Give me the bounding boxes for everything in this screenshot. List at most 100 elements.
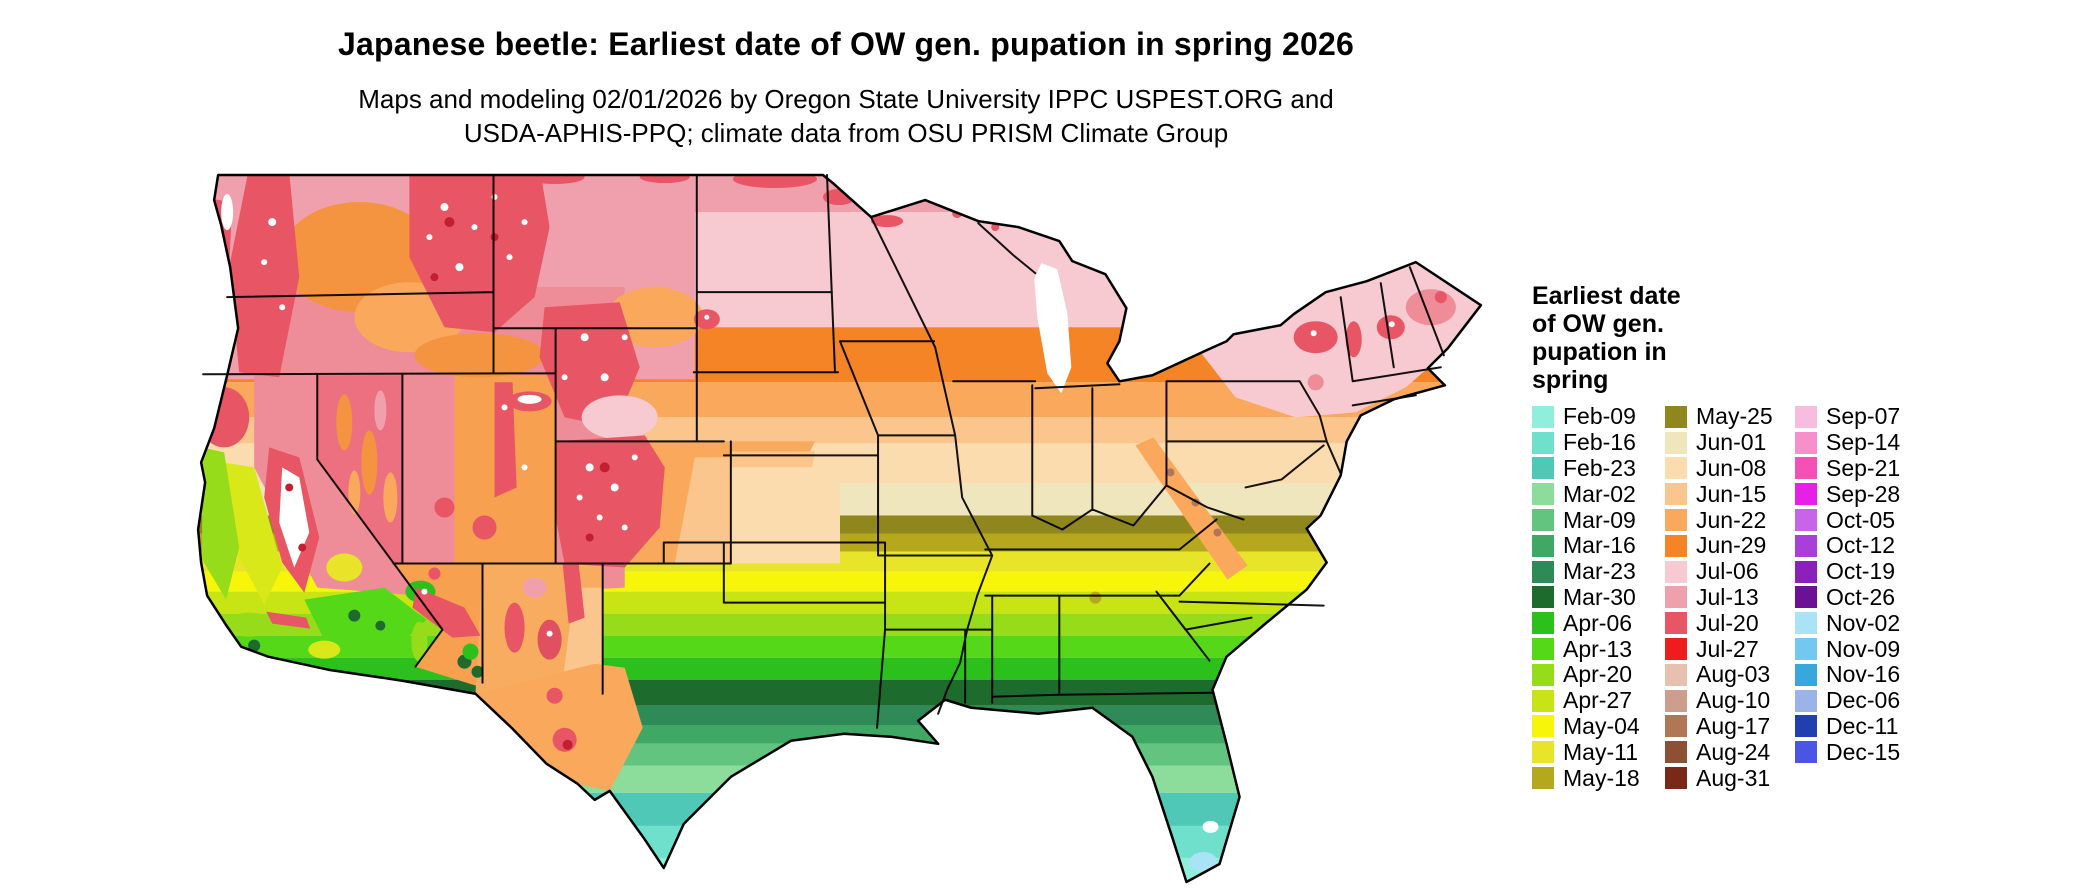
legend-entry-Mar-09: Mar-09 xyxy=(1532,507,1665,533)
page-title: Japanese beetle: Earliest date of OW gen… xyxy=(338,26,1354,62)
legend-label-Jun-22: Jun-22 xyxy=(1696,506,1767,533)
map-band-Feb-16 xyxy=(198,825,1481,858)
legend-swatch-Feb-09 xyxy=(1532,405,1554,428)
legend-swatch-Jul-06 xyxy=(1665,560,1687,583)
legend: Earliest date of OW gen. pupation in spr… xyxy=(1532,282,2092,791)
legend-label-Jul-20: Jul-20 xyxy=(1696,609,1759,636)
legend-label-Oct-26: Oct-26 xyxy=(1826,583,1896,610)
regional-overlays xyxy=(221,194,1481,872)
legend-label-Nov-16: Nov-16 xyxy=(1826,661,1901,688)
legend-swatch-Oct-12 xyxy=(1795,534,1817,557)
legend-label-Apr-13: Apr-13 xyxy=(1563,635,1633,662)
legend-swatch-Sep-07 xyxy=(1795,405,1817,428)
legend-swatch-Jul-20 xyxy=(1665,612,1687,635)
legend-entry-May-25: May-25 xyxy=(1665,403,1795,430)
legend-swatch-Mar-30 xyxy=(1532,586,1554,609)
legend-entry-Sep-28: Sep-28 xyxy=(1795,481,1900,507)
western-terrain-overlay xyxy=(198,175,1000,791)
legend-label-Jun-08: Jun-08 xyxy=(1696,455,1767,481)
legend-entry-Apr-27: Apr-27 xyxy=(1532,687,1665,714)
us-map-container xyxy=(194,167,1486,884)
legend-entry-Apr-13: Apr-13 xyxy=(1532,636,1665,662)
legend-swatch-Nov-02 xyxy=(1795,612,1817,635)
legend-entry-Aug-10: Aug-10 xyxy=(1665,687,1795,714)
legend-entry-Nov-16: Nov-16 xyxy=(1795,661,1901,688)
legend-column-2: May-25 Jun-01 Jun-08 Jun-15 Jun-22 Jun-29 Jul-… xyxy=(1665,403,1795,791)
legend-columns: Feb-09 Feb-16 Feb-23 Mar-02 Mar-09 Mar-16 Mar-… xyxy=(1532,403,2092,791)
lake-michigan xyxy=(1034,263,1072,394)
legend-swatch-Aug-31 xyxy=(1665,767,1687,790)
legend-swatch-May-18 xyxy=(1532,767,1554,790)
legend-swatch-Aug-03 xyxy=(1665,663,1687,686)
map-band-Feb-09 xyxy=(198,857,1481,882)
legend-swatch-Jun-22 xyxy=(1665,509,1687,532)
legend-label-Sep-14: Sep-14 xyxy=(1826,429,1901,456)
legend-label-Sep-21: Sep-21 xyxy=(1826,455,1901,481)
legend-swatch-Dec-11 xyxy=(1795,715,1817,738)
legend-swatch-Jun-29 xyxy=(1665,534,1687,557)
subtitle-line-2: USDA-APHIS-PPQ; climate data from OS​U P… xyxy=(463,118,1229,148)
legend-swatch-Sep-14 xyxy=(1795,431,1817,454)
legend-label-Mar-09: Mar-09 xyxy=(1563,506,1636,533)
legend-entry-Aug-17: Aug-17 xyxy=(1665,712,1795,740)
legend-label-May-04: May-04 xyxy=(1563,712,1640,739)
legend-swatch-Jun-01 xyxy=(1665,431,1687,454)
legend-entry-Feb-09: Feb-09 xyxy=(1532,403,1665,430)
legend-entry-Mar-30: Mar-30 xyxy=(1532,583,1665,611)
legend-swatch-Apr-20 xyxy=(1532,663,1554,686)
legend-entry-Mar-16: Mar-16 xyxy=(1532,532,1665,559)
legend-entry-Jul-13: Jul-13 xyxy=(1665,584,1795,611)
legend-entry-Apr-20: Apr-20 xyxy=(1532,661,1665,688)
map-band-Mar-23 xyxy=(198,705,1481,726)
legend-label-Nov-02: Nov-02 xyxy=(1826,609,1901,636)
legend-label-Apr-20: Apr-20 xyxy=(1563,661,1633,688)
legend-swatch-Mar-02 xyxy=(1532,483,1554,506)
legend-label-Apr-06: Apr-06 xyxy=(1563,609,1633,636)
legend-swatch-Nov-09 xyxy=(1795,638,1817,661)
legend-swatch-May-11 xyxy=(1532,741,1554,764)
legend-swatch-Oct-05 xyxy=(1795,509,1817,532)
legend-label-May-25: May-25 xyxy=(1696,403,1773,430)
legend-entry-Dec-11: Dec-11 xyxy=(1795,713,1900,740)
legend-label-Oct-05: Oct-05 xyxy=(1826,506,1896,533)
legend-label-Aug-24: Aug-24 xyxy=(1696,738,1771,765)
map-band-Feb-23 xyxy=(198,792,1481,826)
legend-column-3: Sep-07 Sep-14 Sep-21 Sep-28 Oct-05 Oct-12 Oct-… xyxy=(1795,403,1901,791)
legend-label-Jul-06: Jul-06 xyxy=(1696,558,1759,585)
legend-swatch-Jul-13 xyxy=(1665,586,1687,609)
legend-label-May-11: May-11 xyxy=(1563,738,1638,765)
legend-swatch-Feb-16 xyxy=(1532,431,1554,454)
legend-entry-Mar-02: Mar-02 xyxy=(1532,481,1665,507)
legend-label-Aug-17: Aug-17 xyxy=(1696,712,1771,739)
legend-swatch-Jun-08 xyxy=(1665,457,1687,480)
legend-swatch-Mar-09 xyxy=(1532,509,1554,532)
legend-title-line-2: of OW gen. xyxy=(1532,310,1664,338)
legend-title-line-4: spring xyxy=(1532,366,1609,394)
legend-swatch-Nov-16 xyxy=(1795,663,1817,686)
legend-label-Mar-30: Mar-30 xyxy=(1563,583,1636,610)
legend-entry-Oct-12: Oct-12 xyxy=(1795,532,1900,559)
legend-swatch-Dec-06 xyxy=(1795,689,1817,712)
legend-label-Mar-23: Mar-23 xyxy=(1563,558,1636,585)
legend-entry-Sep-21: Sep-21 xyxy=(1795,455,1901,482)
legend-entry-Nov-02: Nov-02 xyxy=(1795,610,1900,636)
legend-entry-Jul-20: Jul-20 xyxy=(1665,610,1795,636)
puget-sound xyxy=(221,194,234,231)
legend-entry-May-11: May-11 xyxy=(1532,739,1665,765)
legend-label-Jun-15: Jun-15 xyxy=(1696,480,1767,507)
us-map xyxy=(196,173,1483,884)
legend-entry-Jun-01: Jun-01 xyxy=(1665,429,1795,456)
legend-entry-Jun-08: Jun-08 xyxy=(1665,455,1795,482)
legend-entry-Dec-15: Dec-15 xyxy=(1795,739,1900,765)
legend-label-Feb-23: Feb-23 xyxy=(1563,455,1636,481)
legend-title-line-1: Earliest date xyxy=(1532,282,1681,310)
legend-swatch-Sep-21 xyxy=(1795,457,1817,480)
legend-entry-Jun-15: Jun-15 xyxy=(1665,481,1795,507)
legend-entry-Feb-23: Feb-23 xyxy=(1532,455,1665,482)
legend-swatch-Mar-16 xyxy=(1532,534,1554,557)
legend-label-Oct-19: Oct-19 xyxy=(1826,558,1896,585)
legend-swatch-Apr-13 xyxy=(1532,638,1554,661)
legend-label-Sep-07: Sep-07 xyxy=(1826,403,1901,430)
legend-entry-Aug-31: Aug-31 xyxy=(1665,765,1795,791)
